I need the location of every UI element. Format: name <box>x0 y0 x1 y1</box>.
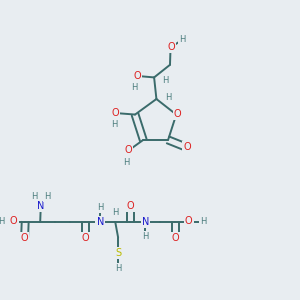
Text: H: H <box>44 192 51 201</box>
Text: O: O <box>172 232 179 243</box>
Text: H: H <box>165 93 171 102</box>
Text: O: O <box>167 42 175 52</box>
Text: O: O <box>10 216 17 226</box>
Text: H: H <box>162 76 168 85</box>
Text: O: O <box>133 70 141 81</box>
Text: N: N <box>37 201 44 211</box>
Text: H: H <box>142 232 148 241</box>
Text: H: H <box>132 82 138 91</box>
Text: H: H <box>115 264 121 273</box>
Text: H: H <box>179 35 186 44</box>
Text: H: H <box>111 120 117 129</box>
Text: N: N <box>142 217 149 227</box>
Text: O: O <box>185 216 193 226</box>
Text: H: H <box>123 158 129 167</box>
Text: H: H <box>31 192 37 201</box>
Text: O: O <box>124 146 132 155</box>
Text: O: O <box>174 109 182 119</box>
Text: O: O <box>81 232 89 243</box>
Text: H: H <box>0 218 4 226</box>
Text: H: H <box>200 218 206 226</box>
Text: S: S <box>115 248 121 258</box>
Text: O: O <box>183 142 191 152</box>
Text: O: O <box>126 201 134 212</box>
Text: O: O <box>111 108 119 118</box>
Text: O: O <box>21 232 28 243</box>
Text: N: N <box>97 217 104 227</box>
Text: H: H <box>97 203 104 212</box>
Text: H: H <box>112 208 119 217</box>
